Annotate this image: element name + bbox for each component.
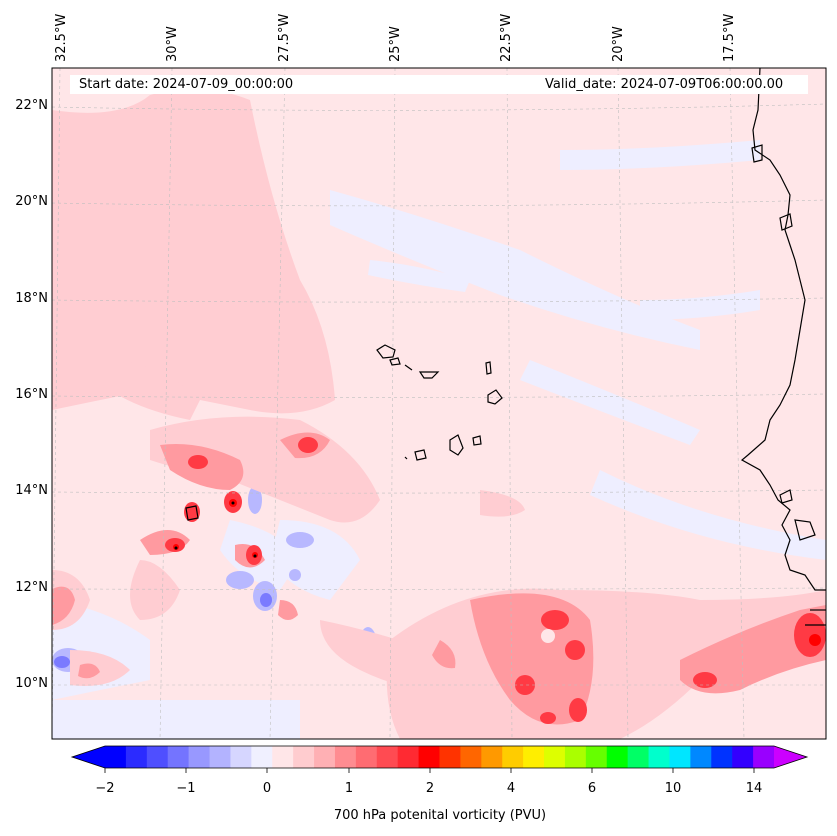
colorbar-swatch bbox=[355, 746, 378, 768]
colorbar-swatch bbox=[606, 746, 629, 768]
lat-label: 20°N bbox=[15, 194, 48, 209]
colorbar-swatches bbox=[105, 746, 775, 768]
colorbar-swatch bbox=[669, 746, 691, 768]
colorbar-swatch bbox=[418, 746, 440, 768]
colorbar-swatch bbox=[502, 746, 524, 768]
colorbar-swatch bbox=[753, 746, 775, 768]
colorbar-under-arrow bbox=[72, 746, 105, 768]
pv-field bbox=[52, 68, 826, 739]
colorbar-swatch bbox=[732, 746, 754, 768]
colorbar-swatch bbox=[272, 746, 294, 768]
positive-pv-broad bbox=[52, 88, 826, 739]
colorbar-swatch bbox=[460, 746, 482, 768]
lat-label: 10°N bbox=[15, 676, 48, 691]
colorbar-tick-label: 2 bbox=[425, 781, 435, 796]
colorbar-swatch bbox=[167, 746, 190, 768]
colorbar-swatch bbox=[251, 746, 273, 768]
lon-label: 32.5°W bbox=[54, 13, 69, 62]
colorbar-swatch bbox=[544, 746, 566, 768]
colorbar-tick-label: 4 bbox=[506, 781, 516, 796]
colorbar-tick-label: 1 bbox=[344, 781, 354, 796]
lat-label: 14°N bbox=[15, 483, 48, 498]
colorbar-tick-label: −2 bbox=[95, 781, 115, 796]
colorbar-over-arrow bbox=[774, 746, 807, 768]
colorbar-swatch bbox=[397, 746, 420, 768]
lat-label: 18°N bbox=[15, 291, 48, 306]
map-frame bbox=[51, 67, 827, 740]
colorbar-swatch bbox=[293, 746, 315, 768]
lon-label: 20°W bbox=[611, 26, 626, 62]
colorbar-swatch bbox=[564, 746, 587, 768]
colorbar-swatch bbox=[711, 746, 733, 768]
colorbar-tick-label: 6 bbox=[587, 781, 597, 796]
lon-label: 30°W bbox=[165, 26, 180, 62]
lon-label: 27.5°W bbox=[277, 13, 292, 62]
lat-label: 22°N bbox=[15, 98, 48, 113]
lon-label: 17.5°W bbox=[722, 13, 737, 62]
lat-label: 16°N bbox=[15, 387, 48, 402]
colorbar-swatch bbox=[125, 746, 148, 768]
coastlines bbox=[185, 68, 826, 626]
gridlines bbox=[52, 68, 826, 739]
colorbar-tick-label: 10 bbox=[664, 781, 682, 796]
lon-label: 25°W bbox=[388, 26, 403, 62]
colorbar-swatch bbox=[334, 746, 357, 768]
colorbar-swatch bbox=[230, 746, 252, 768]
colorbar-swatch bbox=[376, 746, 399, 768]
colorbar-tick-label: 14 bbox=[745, 781, 763, 796]
start-date-label: Start date: 2024-07-09_00:00:00 bbox=[79, 77, 294, 92]
colorbar-swatch bbox=[690, 746, 712, 768]
negative-pv-areas bbox=[52, 140, 826, 739]
colorbar-swatch bbox=[627, 746, 650, 768]
colorbar-swatch bbox=[585, 746, 608, 768]
colorbar-swatch bbox=[439, 746, 461, 768]
colorbar-title: 700 hPa potenital vorticity (PVU) bbox=[333, 808, 547, 823]
lat-label: 12°N bbox=[15, 580, 48, 595]
colorbar-tick-label: −1 bbox=[176, 781, 196, 796]
colorbar-tick-label: 0 bbox=[262, 781, 272, 796]
colorbar bbox=[70, 745, 809, 773]
colorbar-swatch bbox=[481, 746, 503, 768]
colorbar-swatch bbox=[209, 746, 231, 768]
colorbar-swatch bbox=[188, 746, 211, 768]
colorbar-swatch bbox=[314, 746, 336, 768]
colorbar-swatch bbox=[105, 746, 127, 768]
header-bar bbox=[70, 75, 808, 94]
lon-label: 22.5°W bbox=[499, 13, 514, 62]
colorbar-swatch bbox=[146, 746, 169, 768]
valid-date-label: Valid_date: 2024-07-09T06:00:00.00 bbox=[545, 77, 784, 92]
colorbar-swatch bbox=[523, 746, 545, 768]
colorbar-swatch bbox=[648, 746, 670, 768]
